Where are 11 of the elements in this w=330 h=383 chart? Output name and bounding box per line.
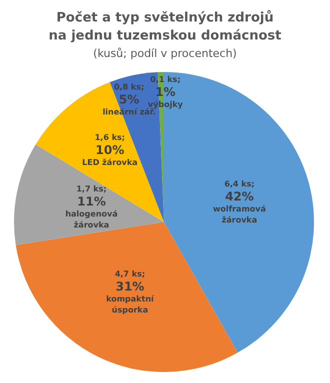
data-label: 6,4 ks; 42% bbox=[224, 180, 255, 204]
data-label: 1,6 ks; 10% bbox=[94, 133, 125, 158]
chart-subtitle: (kusů; podíl v procentech) bbox=[93, 47, 237, 60]
slice-label: halogenová žárovka bbox=[65, 209, 118, 230]
slice-label: wolframová žárovka bbox=[212, 204, 266, 225]
slice-label: kompaktní úsporka bbox=[106, 294, 156, 315]
data-label: 4,7 ks; 31% bbox=[114, 270, 146, 294]
data-label: 0,8 ks; 5% bbox=[114, 82, 144, 107]
data-label: 1,7 ks; 11% bbox=[76, 184, 107, 208]
chart-title: Počet a typ světelných zdrojů na jednu tuzemskou domácnost bbox=[48, 10, 282, 44]
slice-label: LED žárovka bbox=[82, 158, 138, 168]
